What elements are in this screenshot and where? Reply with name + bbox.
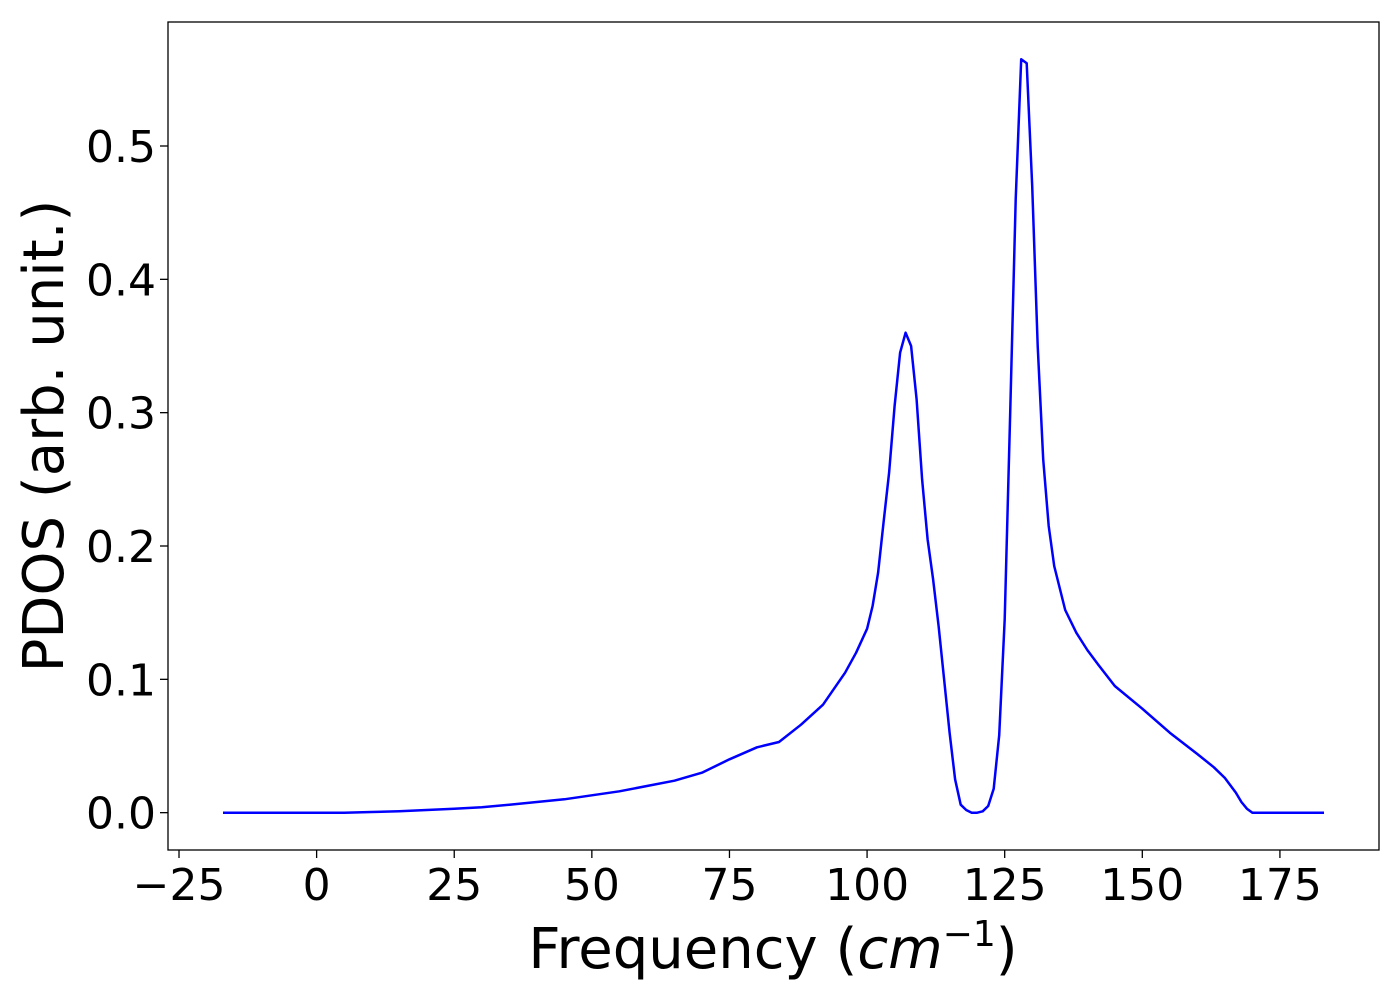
x-axis-label: Frequency (cm−1): [528, 914, 1017, 982]
y-tick-label: 0.4: [86, 255, 156, 306]
y-tick-label: 0.0: [86, 789, 156, 840]
x-tick-label: 125: [963, 860, 1047, 911]
y-axis-ticks: 0.0 0.1 0.2 0.3 0.4 0.5: [86, 122, 168, 840]
x-tick-label: 100: [825, 860, 909, 911]
y-tick-label: 0.2: [86, 522, 156, 573]
x-tick-label: 75: [701, 860, 757, 911]
y-tick-label: 0.5: [86, 122, 156, 173]
x-tick-label: 50: [564, 860, 620, 911]
x-tick-label: 175: [1238, 860, 1322, 911]
x-tick-label: 0: [303, 860, 331, 911]
series-line-pdos: [223, 58, 1324, 814]
y-tick-label: 0.3: [86, 389, 156, 440]
x-tick-label: 25: [426, 860, 482, 911]
x-tick-label: −25: [133, 860, 226, 911]
y-axis-label: PDOS (arb. unit.): [12, 200, 77, 673]
y-tick-label: 0.1: [86, 655, 156, 706]
plot-area-frame: [167, 21, 1380, 851]
x-tick-label: 150: [1100, 860, 1184, 911]
x-axis-ticks: −25 0 25 50 75 100 125 150 175: [133, 850, 1322, 911]
